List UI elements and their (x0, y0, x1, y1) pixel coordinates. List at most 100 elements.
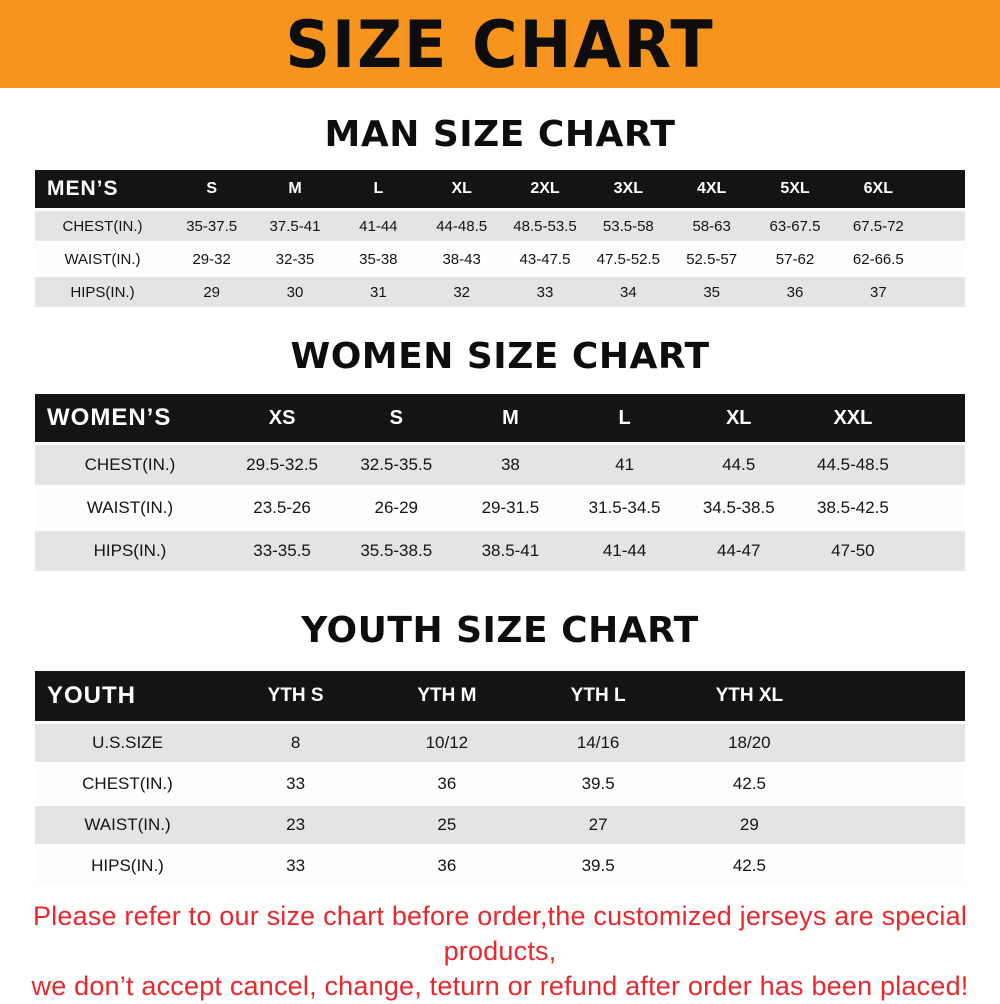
men-size-table: MEN’S S M L XL 2XL 3XL 4XL 5XL 6XL CHEST(IN.) 35-37… (35, 170, 965, 308)
men-section-heading: MAN SIZE CHART (324, 114, 676, 155)
table-row: CHEST(IN.) 35-37.5 37.5-41 41-44 44-48.5 48.5… (35, 211, 965, 242)
table-row: WAIST(IN.) 29-32 32-35 35-38 38-43 43-47.5 47.… (35, 244, 965, 275)
value-cell: 38-43 (442, 250, 481, 268)
table-row: WAIST(IN.) 23 25 27 29 (35, 805, 965, 844)
value-cell: S (206, 180, 217, 198)
value-cell: 3XL (613, 180, 643, 198)
value-cell: 48.5-53.5 (513, 217, 577, 235)
value-cell: 47-50 (831, 541, 875, 561)
value-cell: 27 (588, 814, 608, 834)
value-cell: 57-62 (775, 250, 815, 268)
youth-section-heading: YOUTH SIZE CHART (301, 610, 699, 652)
value-cell: 36 (437, 855, 457, 875)
footer-line-2: we don’t accept cancel, change, teturn o… (31, 970, 969, 1001)
table-header-row: WOMEN’S XS S M L XL XXL (35, 394, 965, 443)
value-cell: 31.5-34.5 (588, 498, 661, 518)
row-label-cell: WOMEN’S (47, 404, 172, 432)
value-cell: 63-67.5 (769, 217, 821, 235)
value-cell: M (288, 180, 302, 198)
value-cell: 62-66.5 (852, 250, 904, 268)
value-cell: 53.5-58 (602, 217, 654, 235)
value-cell: 29 (739, 814, 759, 834)
row-label-cell: U.S.SIZE (92, 732, 163, 752)
value-cell: 44-48.5 (436, 217, 488, 235)
youth-section: YOUTH SIZE CHART YOUTH YTH S YTH M YTH L YTH… (0, 609, 1000, 885)
value-cell: 26-29 (374, 498, 418, 518)
value-cell: 2XL (530, 180, 560, 198)
value-cell: 23 (286, 814, 306, 834)
table-row: U.S.SIZE 8 10/12 14/16 18/20 (35, 723, 965, 762)
value-cell: 44-47 (717, 541, 761, 561)
value-cell: YTH XL (715, 684, 784, 706)
women-size-table: WOMEN’S XS S M L XL XXL CHEST(IN.) 29.5-32.5 32.5… (35, 394, 965, 572)
value-cell: 33-35.5 (253, 541, 311, 561)
value-cell: 67.5-72 (852, 217, 904, 235)
value-cell: 5XL (780, 180, 810, 198)
value-cell: 41 (615, 455, 635, 475)
value-cell: 18/20 (728, 732, 771, 752)
value-cell: YTH L (570, 684, 626, 706)
value-cell: 33 (286, 773, 306, 793)
value-cell: 35.5-38.5 (360, 541, 433, 561)
value-cell: 32-35 (275, 250, 315, 268)
value-cell: 23.5-26 (253, 498, 311, 518)
women-section: WOMEN SIZE CHART WOMEN’S XS S M L XL XXL CHEST(… (0, 335, 1000, 572)
value-cell: 30 (286, 283, 304, 301)
value-cell: 38 (500, 455, 520, 475)
value-cell: 32.5-35.5 (360, 455, 433, 475)
row-label-cell: HIPS(IN.) (91, 855, 164, 875)
table-row: CHEST(IN.) 29.5-32.5 32.5-35.5 38 41 44.5 44.5… (35, 445, 965, 486)
value-cell: 34 (619, 283, 637, 301)
value-cell: 47.5-52.5 (596, 250, 661, 268)
value-cell: XL (725, 406, 752, 429)
row-label-cell: CHEST(IN.) (84, 455, 176, 475)
value-cell: 39.5 (581, 855, 615, 875)
value-cell: XL (451, 180, 472, 198)
women-section-heading: WOMEN SIZE CHART (290, 336, 710, 378)
value-cell: 44.5-48.5 (816, 455, 889, 475)
men-section: MAN SIZE CHART MEN’S S M L XL 2XL 3XL 4XL 5XL 6XL… (0, 113, 1000, 308)
row-label-cell: WAIST(IN.) (84, 814, 171, 834)
table-row: HIPS(IN.) 33 36 39.5 42.5 (35, 846, 965, 885)
value-cell: 35-37.5 (186, 217, 238, 235)
value-cell: 29-32 (192, 250, 231, 268)
value-cell: 35-38 (359, 250, 398, 268)
value-cell: 37 (869, 283, 887, 301)
table-row: CHEST(IN.) 33 36 39.5 42.5 (35, 764, 965, 803)
value-cell: 41-44 (602, 541, 647, 561)
value-cell: YTH M (417, 684, 477, 706)
footer-note: Please refer to our size chart before or… (0, 899, 1000, 1004)
value-cell: 38.5-42.5 (816, 498, 889, 518)
row-label-cell: HIPS(IN.) (70, 283, 135, 301)
value-cell: YTH S (267, 684, 324, 706)
banner: SIZE CHART (0, 0, 1000, 88)
table-header-row: YOUTH YTH S YTH M YTH L YTH XL (35, 670, 965, 721)
value-cell: 29.5-32.5 (246, 455, 318, 475)
value-cell: 38.5-41 (481, 541, 540, 561)
value-cell: 36 (786, 283, 804, 301)
row-label-cell: HIPS(IN.) (93, 541, 167, 561)
row-label-cell: WAIST(IN.) (64, 250, 141, 268)
row-label-cell: YOUTH (47, 681, 136, 709)
table-row: HIPS(IN.) 33-35.5 35.5-38.5 38.5-41 41-44 44-… (35, 531, 965, 572)
value-cell: 36 (437, 773, 457, 793)
value-cell: 44.5 (722, 455, 756, 475)
row-label-cell: CHEST(IN.) (82, 773, 173, 793)
value-cell: XXL (833, 406, 873, 429)
value-cell: L (373, 180, 384, 198)
value-cell: 41-44 (359, 217, 398, 235)
value-cell: 37.5-41 (269, 217, 321, 235)
value-cell: M (502, 406, 519, 429)
value-cell: 58-63 (692, 217, 731, 235)
value-cell: XS (268, 406, 296, 429)
page-title: SIZE CHART (285, 5, 715, 83)
value-cell: 39.5 (581, 773, 615, 793)
value-cell: 34.5-38.5 (702, 498, 775, 518)
value-cell: S (389, 406, 403, 429)
value-cell: 10/12 (425, 732, 469, 752)
youth-size-table: YOUTH YTH S YTH M YTH L YTH XL U.S.SIZE 8 10/12… (35, 670, 965, 885)
value-cell: 35 (703, 283, 720, 301)
value-cell: 33 (536, 283, 554, 301)
value-cell: 31 (369, 283, 387, 301)
